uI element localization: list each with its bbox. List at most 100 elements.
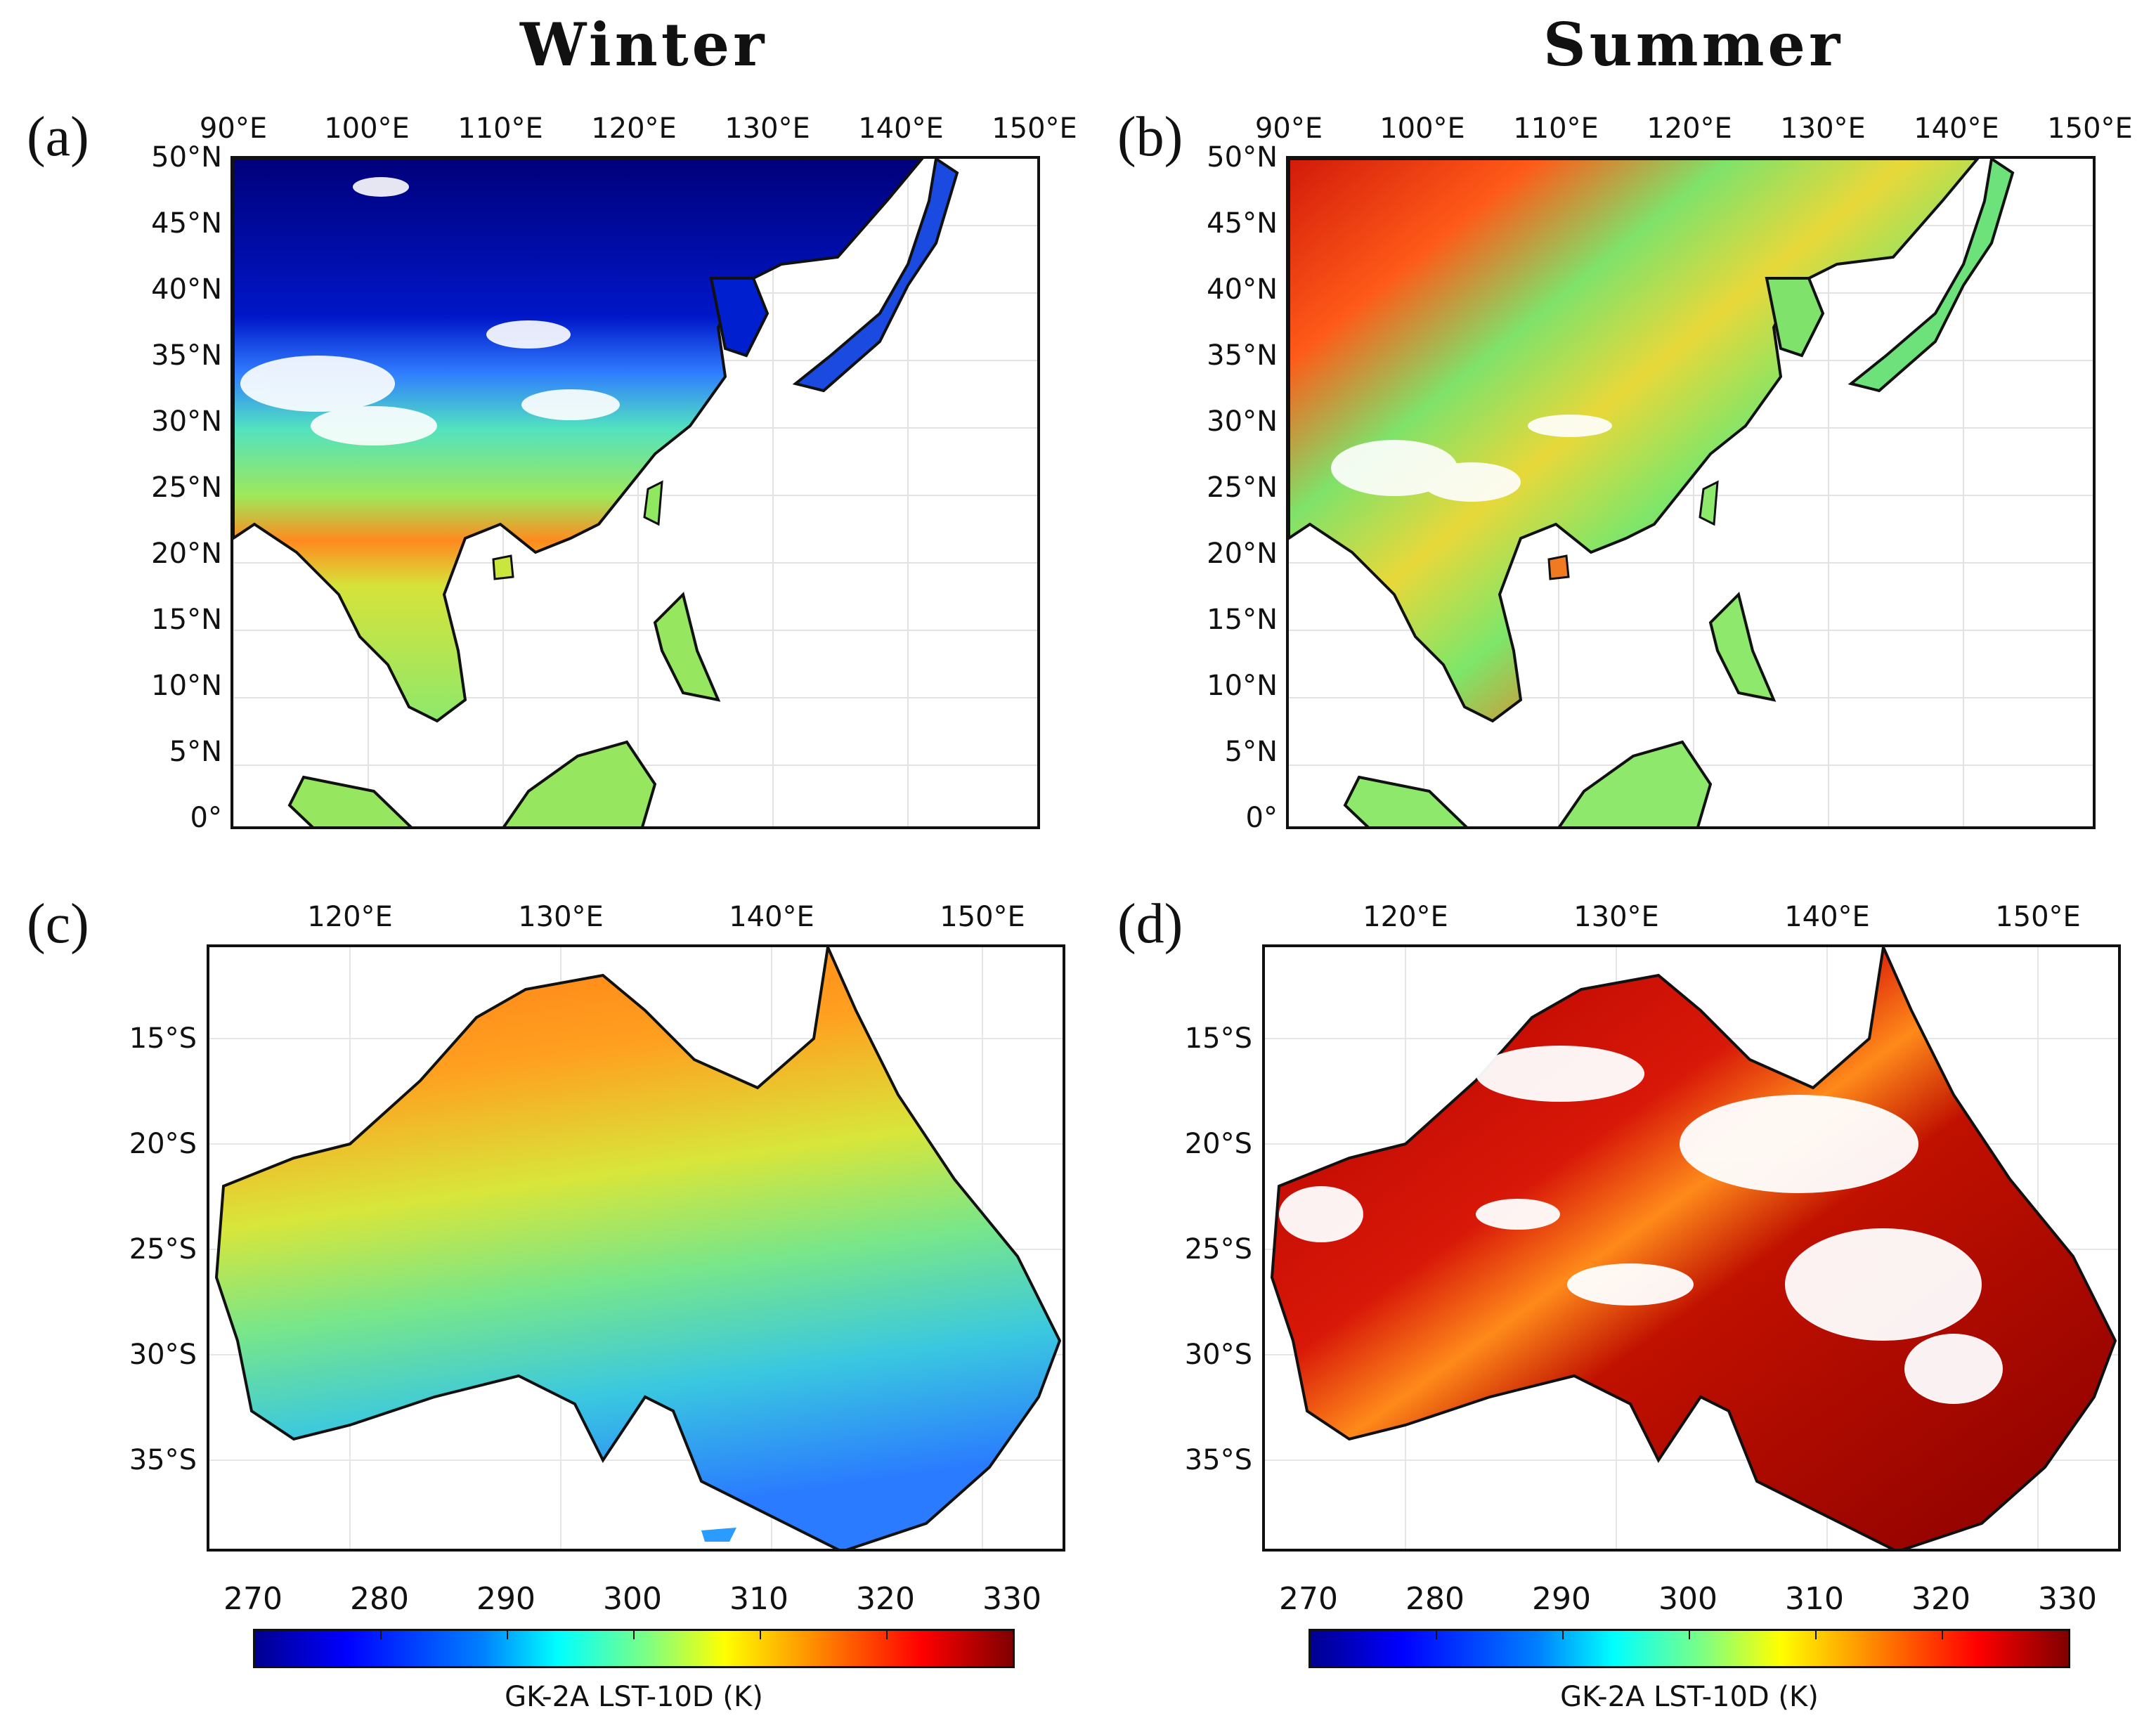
tick-b-lat-40: 40°N [1207, 273, 1278, 306]
tick-a-lat-5: 5°N [169, 736, 222, 768]
tick-a-lon-150: 150°E [992, 112, 1077, 145]
cbar-right-tick-310: 310 [1785, 1581, 1844, 1617]
panel-label-b: (b) [1117, 106, 1183, 168]
tick-a-lat-20: 20°N [151, 538, 222, 570]
tick-c-lat-35: 35°S [129, 1444, 197, 1476]
tick-d-lat-30: 30°S [1184, 1339, 1252, 1371]
tick-b-lat-10: 10°N [1207, 670, 1278, 702]
map-panel-b-summer-east-asia [1286, 156, 2096, 829]
tick-a-lon-140: 140°E [858, 112, 944, 145]
tick-b-lon-90: 90°E [1254, 112, 1323, 145]
cbar-right-mark [1689, 1631, 1690, 1639]
tick-d-lon-130: 130°E [1573, 901, 1659, 933]
cbar-left-tick-310: 310 [729, 1581, 788, 1617]
cbar-left-mark [633, 1631, 635, 1639]
tick-c-lon-150: 150°E [940, 901, 1025, 933]
tick-d-lat-15: 15°S [1184, 1022, 1252, 1055]
cbar-right-tick-290: 290 [1532, 1581, 1591, 1617]
tick-b-lon-120: 120°E [1647, 112, 1732, 145]
map-panel-c-winter-australia [207, 944, 1065, 1552]
tick-a-lat-30: 30°N [151, 405, 222, 438]
map-c-layer [209, 947, 1063, 1549]
cbar-left-tick-270: 270 [223, 1581, 283, 1617]
colorbar-right-gradient [1308, 1629, 2070, 1668]
tick-d-lon-120: 120°E [1363, 901, 1448, 933]
column-title-summer: Summer [1543, 10, 1844, 79]
map-b-hainan [1547, 554, 1570, 580]
tick-b-lon-150: 150°E [2047, 112, 2133, 145]
tick-b-lon-140: 140°E [1914, 112, 1999, 145]
cbar-left-tick-290: 290 [476, 1581, 535, 1617]
cbar-right-tick-270: 270 [1279, 1581, 1338, 1617]
tick-c-lat-25: 25°S [129, 1233, 197, 1266]
cbar-right-mark [1436, 1631, 1437, 1639]
map-panel-a-winter-east-asia [230, 156, 1040, 829]
panel-label-c: (c) [27, 893, 89, 955]
tick-d-lat-20: 20°S [1184, 1128, 1252, 1160]
cbar-left-tick-330: 330 [982, 1581, 1041, 1617]
tick-d-lat-25: 25°S [1184, 1233, 1252, 1266]
map-a-southeast-asia [287, 592, 721, 826]
cbar-left-mark [760, 1631, 761, 1639]
tick-a-lon-130: 130°E [725, 112, 810, 145]
map-d-australia-land [1270, 947, 2117, 1549]
tick-b-lat-45: 45°N [1207, 207, 1278, 240]
cbar-left-mark [886, 1631, 888, 1639]
map-c-tasmania-remnant [701, 1528, 736, 1542]
map-d-layer [1265, 947, 2118, 1549]
tick-b-lat-25: 25°N [1207, 471, 1278, 504]
tick-c-lat-20: 20°S [129, 1128, 197, 1160]
tick-d-lon-150: 150°E [1995, 901, 2081, 933]
map-b-asia-land [1289, 159, 1980, 723]
cbar-left-mark [507, 1631, 508, 1639]
colorbar-left-gradient [253, 1629, 1015, 1668]
cbar-left-tick-320: 320 [856, 1581, 915, 1617]
tick-a-lat-15: 15°N [151, 604, 222, 636]
tick-d-lon-140: 140°E [1784, 901, 1870, 933]
tick-d-lat-35: 35°S [1184, 1444, 1252, 1476]
tick-a-lat-35: 35°N [151, 339, 222, 372]
tick-c-lon-130: 130°E [518, 901, 604, 933]
map-c-australia-land [214, 947, 1062, 1549]
tick-a-lon-120: 120°E [591, 112, 677, 145]
map-b-cloud-gaps [1331, 415, 1612, 502]
cbar-right-tick-320: 320 [1911, 1581, 1970, 1617]
tick-a-lon-100: 100°E [324, 112, 410, 145]
tick-c-lon-140: 140°E [729, 901, 814, 933]
cbar-right-tick-300: 300 [1658, 1581, 1717, 1617]
cbar-right-mark [1562, 1631, 1564, 1639]
map-a-layer [233, 159, 1037, 826]
column-title-winter: Winter [520, 10, 768, 79]
panel-label-a: (a) [27, 106, 89, 168]
cbar-left-tick-300: 300 [603, 1581, 662, 1617]
tick-a-lon-110: 110°E [457, 112, 543, 145]
tick-a-lon-90: 90°E [199, 112, 268, 145]
map-a-cloud-gaps [240, 177, 620, 445]
tick-b-lat-50: 50°N [1207, 141, 1278, 174]
map-a-asia-land [233, 159, 924, 723]
map-a-japan [792, 159, 959, 393]
map-a-taiwan [643, 480, 663, 526]
colorbar-left-label: GK-2A LST-10D (K) [505, 1681, 763, 1713]
cbar-left-mark [380, 1631, 382, 1639]
panel-label-d: (d) [1117, 893, 1183, 955]
map-b-japan [1847, 159, 2015, 393]
tick-a-lat-50: 50°N [151, 141, 222, 174]
map-a-hainan [492, 554, 514, 580]
map-b-korea [1765, 277, 1825, 358]
map-b-southeast-asia [1343, 592, 1777, 826]
cbar-right-mark [1942, 1631, 1943, 1639]
map-b-taiwan [1699, 480, 1719, 526]
map-a-korea [709, 277, 769, 358]
map-d-cloud-gaps [1279, 1046, 2003, 1404]
tick-a-lat-25: 25°N [151, 471, 222, 504]
tick-b-lon-100: 100°E [1379, 112, 1465, 145]
tick-b-lon-130: 130°E [1780, 112, 1866, 145]
tick-c-lon-120: 120°E [307, 901, 393, 933]
tick-c-lat-15: 15°S [129, 1022, 197, 1055]
tick-b-lon-110: 110°E [1513, 112, 1599, 145]
tick-b-lat-20: 20°N [1207, 538, 1278, 570]
tick-a-lat-0: 0° [190, 802, 222, 834]
cbar-right-tick-330: 330 [2038, 1581, 2097, 1617]
tick-c-lat-30: 30°S [129, 1339, 197, 1371]
